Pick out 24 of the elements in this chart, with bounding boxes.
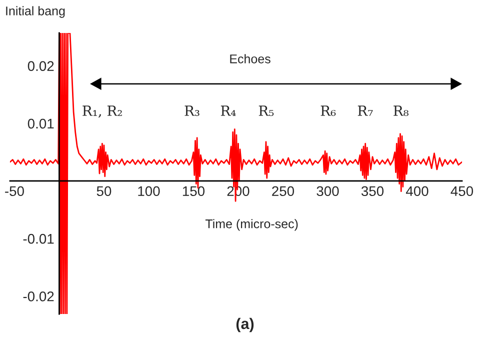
y-tick-label: -0.01	[23, 234, 54, 244]
x-tick-label: 450	[450, 186, 474, 196]
y-tick-label: -0.02	[23, 291, 54, 302]
x-tick-label: -50	[5, 186, 24, 196]
annotation: R₇	[358, 106, 373, 116]
y-tick-label: 0.01	[28, 118, 54, 129]
x-tick-label: 50	[96, 186, 112, 196]
x-tick-label: 100	[138, 186, 160, 196]
x-tick-label: 300	[316, 186, 339, 196]
annotation: Echoes	[230, 54, 270, 64]
x-axis-title: Time (micro-sec)	[205, 219, 298, 231]
annotation: R₆	[320, 106, 336, 116]
text: (a)	[236, 318, 254, 332]
annotation: R₃	[184, 106, 200, 116]
x-tick-label: 350	[361, 186, 384, 196]
annotation: R₈	[394, 106, 409, 116]
annotation: R₅	[258, 106, 274, 116]
y-tick-label: 0.02	[28, 61, 54, 71]
annotation: R₄	[220, 106, 236, 116]
x-tick-label: 250	[272, 186, 294, 196]
x-tick-label: 400	[406, 186, 428, 196]
text: Initial bang	[6, 6, 65, 18]
annotation: R₁, R₂	[82, 106, 122, 118]
x-tick-label: 150	[182, 186, 205, 196]
